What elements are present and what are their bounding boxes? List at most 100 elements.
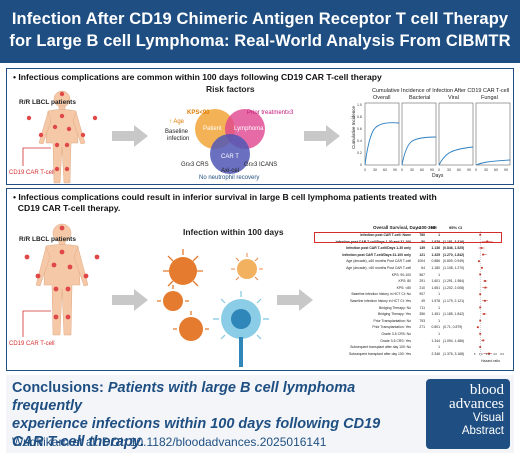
svg-text:0: 0 <box>401 168 403 172</box>
forest-row-hr: 1.136 <box>431 246 441 251</box>
forest-row-ci: (1.202, 2.008) <box>443 285 465 290</box>
forest-row-n: 907 <box>419 292 425 297</box>
conclusion-section: Conclusions: Patients with large B cell … <box>6 375 514 453</box>
patients-label: R/R LBCL patients <box>19 236 76 243</box>
forest-row-hr: 1 <box>438 332 440 336</box>
forest-row-n: 291 <box>419 279 425 284</box>
forest-row-hr: 1.578 <box>431 299 441 303</box>
forest-row-hr: 0.886 <box>431 259 441 264</box>
forest-row-hr: 1.979 <box>431 239 441 244</box>
forest-row-label: Grade 3-5 CRS: Yes <box>380 338 411 343</box>
forest-row-n: 567 <box>419 272 425 277</box>
risk-factors-title: Risk factors <box>206 84 255 94</box>
risk-venn-diagram <box>195 109 265 174</box>
forest-row-ci: (1.376, 3.168) <box>443 351 465 356</box>
forest-row-hr: 1 <box>438 233 440 237</box>
infection-title: Infection within 100 days <box>183 227 284 237</box>
forest-point <box>482 253 485 256</box>
svg-text:30: 30 <box>484 168 488 172</box>
svg-text:90: 90 <box>430 168 434 172</box>
forest-row-hr: 1 <box>438 292 440 297</box>
forest-row-ci: (1.185, 1.842) <box>443 312 465 317</box>
panel2-heading-line2: CD19 CAR T-cell therapy. <box>13 203 121 213</box>
forest-point <box>484 299 486 302</box>
forest-row-hr: 1.451 <box>431 312 441 317</box>
forest-marks: 0.51.02.04.08.0 <box>473 231 505 357</box>
forest-row-label: Subsequent transplant after day 100: No <box>350 345 411 350</box>
cart-pointer-icon <box>22 310 51 337</box>
forest-xlabel: Hazard ratio <box>481 359 501 363</box>
forest-xtick: 2.0 <box>486 352 490 356</box>
svg-text:0: 0 <box>364 168 366 172</box>
arrow-right-icon <box>112 289 148 311</box>
forest-row-n: 139 <box>419 246 425 251</box>
svg-text:0: 0 <box>438 168 440 172</box>
cart-cell-label: CD19 CAR T-cell <box>9 341 55 347</box>
forest-row-hr: 1 <box>438 318 440 323</box>
forest-row-ci: (1.181, 3.316) <box>443 239 465 244</box>
svg-text:60: 60 <box>420 168 424 172</box>
arrow-right-icon <box>277 289 313 311</box>
citation: Wudhikarn et al. DOI: 10.1182/bloodadvan… <box>12 435 327 449</box>
title-line-2: for Large B cell Lymphoma: Real-World An… <box>9 32 511 50</box>
forest-xtick: 4.0 <box>493 352 497 356</box>
venn-axicel: Axi-cel <box>221 168 240 174</box>
venn-baseline2: infection <box>167 136 190 142</box>
conclusion-text: Conclusions: Patients with large B cell … <box>12 380 381 450</box>
forest-point <box>478 260 480 263</box>
panel-infection-survival: • Infectious complications could result … <box>6 188 514 371</box>
venn-neutro: No neutrophil recovery <box>199 175 260 181</box>
chart-panel-fungal: Fungal <box>481 95 498 101</box>
forest-point <box>479 332 482 335</box>
forest-row-ci: (1.291, 1.984) <box>443 279 465 284</box>
forest-row-label: Age (decade), ≥60 months Post CAR T-cell <box>346 259 411 264</box>
panel1-heading: • Infectious complications are common wi… <box>13 72 382 82</box>
venn-patient: Patient <box>203 126 222 132</box>
forest-row-hr: 1.344 <box>431 338 441 343</box>
forest-title: Overall Survival, Day 100-360 <box>373 225 436 230</box>
forest-row-label: Infection post CAR T-cell: None <box>360 233 411 237</box>
forest-row-label: KPS: 90-100 <box>391 272 411 277</box>
svg-text:90: 90 <box>467 168 471 172</box>
venn-age: ↑ Age <box>169 119 185 125</box>
forest-point <box>479 293 482 296</box>
forest-row-label: Baseline infection history in HCT Ct: Ye… <box>350 299 411 303</box>
forest-point <box>486 240 489 243</box>
incidence-chart: 1.0 0.8 0.6 0.4 0.2 0 0 30 60 90 0 30 60… <box>357 102 511 172</box>
arrow-right-icon <box>112 125 148 147</box>
forest-point <box>479 319 482 322</box>
forest-row-n: 711 <box>419 305 425 310</box>
venn-lymphoma: Lymphoma <box>234 126 264 132</box>
forest-row-label: Grade 3-5 CRS: No <box>381 332 411 336</box>
chart-panel-bacterial: Bacterial <box>409 95 431 101</box>
forest-point <box>476 326 479 329</box>
forest-row-n: 64 <box>421 266 425 270</box>
svg-text:0: 0 <box>360 163 362 167</box>
forest-row-n: 50 <box>421 239 425 244</box>
chart-panel-overall: Overall <box>373 95 391 101</box>
forest-point <box>482 339 485 342</box>
venn-baseline: Baseline <box>165 129 189 135</box>
svg-text:30: 30 <box>410 168 414 172</box>
svg-text:30: 30 <box>373 168 377 172</box>
cart-pointer-icon <box>22 147 51 166</box>
forest-row-hr: 0.801 <box>431 325 441 330</box>
svg-text:60: 60 <box>383 168 387 172</box>
forest-row-label: Prior Transplantation: Yes <box>372 325 411 330</box>
chart-ylabel: Cumulative Incidence <box>351 105 356 149</box>
patient-figure-icon <box>26 90 98 184</box>
forest-row-ci: (1.094, 1.486) <box>443 338 465 343</box>
chart-panel-viral: Viral <box>448 95 459 101</box>
forest-row-ci: (0.71, 0.879) <box>443 325 463 330</box>
forest-row-n: 49 <box>421 299 425 303</box>
forest-row-label: KPS: <80 <box>396 285 411 290</box>
conclusion-label: Conclusions: <box>12 380 104 396</box>
svg-text:0.4: 0.4 <box>357 139 362 143</box>
forest-row-hr: 1.651 <box>431 285 441 290</box>
arrow-right-icon <box>304 125 340 147</box>
title-line-1: Infection After CD19 Chimeric Antigen Re… <box>11 10 509 28</box>
svg-text:1.0: 1.0 <box>357 103 362 107</box>
forest-point <box>479 346 482 348</box>
forest-plot: Overall Survival, Day 100-360 N HR 95% C… <box>313 225 511 369</box>
venn-prior: Prior treatment≥3 <box>247 110 294 116</box>
